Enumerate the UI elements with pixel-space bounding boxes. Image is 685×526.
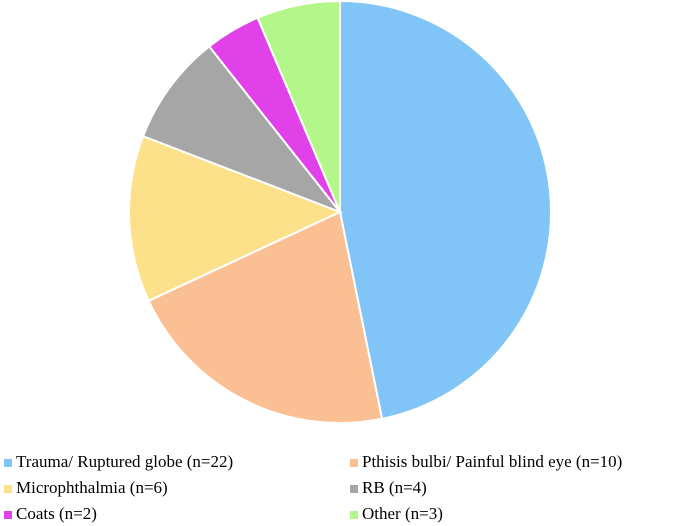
legend-swatch <box>4 511 12 519</box>
legend-swatch <box>350 511 358 519</box>
pie-slice <box>339 0 552 420</box>
legend-swatch <box>4 485 12 493</box>
pie-slice <box>141 45 344 215</box>
legend-label: Microphthalmia (n=6) <box>16 478 168 497</box>
pie-slice <box>147 210 384 424</box>
legend-swatch <box>4 459 12 467</box>
legend-swatch <box>350 459 358 467</box>
legend-swatch <box>350 485 358 493</box>
legend-label: Coats (n=2) <box>16 504 97 523</box>
legend-label: RB (n=4) <box>362 478 427 497</box>
legend-label: Trauma/ Ruptured globe (n=22) <box>16 452 233 471</box>
pie-slice <box>128 134 343 303</box>
legend-label: Other (n=3) <box>362 504 443 523</box>
pie-slice <box>256 0 341 213</box>
legend-label: Pthisis bulbi/ Painful blind eye (n=10) <box>362 452 622 471</box>
